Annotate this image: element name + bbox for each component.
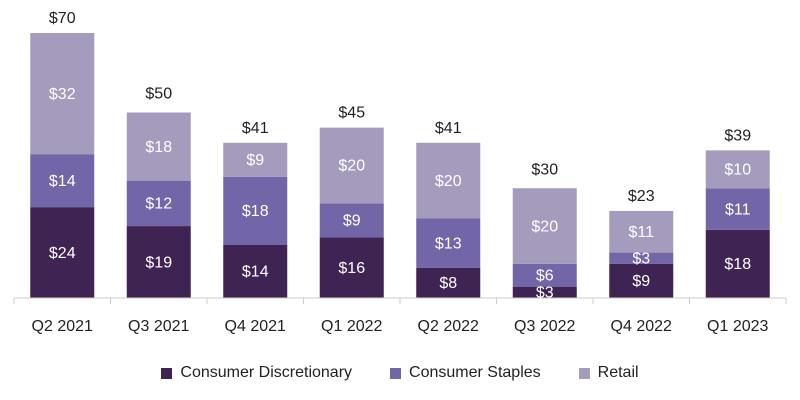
total-label-q4-2021: $41 (242, 120, 269, 137)
data-label-consumer-discretionary-q2-2022: $8 (439, 275, 457, 292)
category-label-q2-2021: Q2 2021 (32, 318, 93, 335)
bar-consumer-staples-q1-2022 (319, 203, 384, 238)
data-label-consumer-staples-q3-2022: $6 (536, 268, 554, 285)
category-label-q2-2022: Q2 2022 (418, 318, 479, 335)
category-label-q1-2023: Q1 2023 (707, 318, 768, 335)
total-label-q3-2022: $30 (531, 161, 558, 178)
bar-consumer-discretionary-q4-2021 (223, 245, 288, 298)
category-label-q1-2022: Q1 2022 (321, 318, 382, 335)
bar-consumer-staples-q4-2022 (609, 252, 674, 264)
data-label-retail-q2-2022: $20 (435, 173, 462, 190)
data-label-consumer-staples-q3-2021: $12 (145, 196, 172, 213)
total-label-q2-2021: $70 (49, 10, 76, 27)
total-label-q1-2023: $39 (724, 127, 751, 144)
data-label-consumer-discretionary-q4-2021: $14 (242, 264, 269, 281)
total-label-q4-2022: $23 (628, 188, 655, 205)
bar-consumer-staples-q1-2023 (705, 188, 770, 230)
data-label-retail-q3-2021: $18 (145, 139, 172, 156)
bar-retail-q2-2022 (416, 142, 481, 219)
bar-retail-q3-2021 (126, 112, 191, 181)
bar-consumer-staples-q4-2021 (223, 176, 288, 245)
data-label-consumer-staples-q2-2022: $13 (435, 235, 462, 252)
category-label-q4-2022: Q4 2022 (611, 318, 672, 335)
category-label-q4-2021: Q4 2021 (225, 318, 286, 335)
bar-consumer-discretionary-q2-2022 (416, 267, 481, 298)
legend-item-retail: Retail (578, 364, 639, 382)
data-label-consumer-staples-q4-2021: $18 (242, 203, 269, 220)
category-label-q3-2022: Q3 2022 (514, 318, 575, 335)
bar-consumer-discretionary-q4-2022 (609, 263, 674, 298)
bar-consumer-discretionary-q3-2022 (512, 286, 577, 298)
bars-group (30, 33, 770, 298)
bar-consumer-discretionary-q1-2022 (319, 237, 384, 298)
legend-label: Consumer Discretionary (180, 364, 353, 381)
legend-swatch (390, 367, 402, 379)
data-label-retail-q1-2023: $10 (724, 162, 751, 179)
bar-consumer-staples-q3-2022 (512, 263, 577, 287)
data-label-retail-q3-2022: $20 (531, 218, 558, 235)
data-label-consumer-discretionary-q2-2021: $24 (49, 245, 76, 262)
bar-consumer-staples-q3-2021 (126, 180, 191, 227)
category-labels-group: Q2 2021 Q3 2021 Q4 2021 Q1 2022 Q2 2022 Q3 20… (32, 318, 769, 335)
total-label-q1-2022: $45 (338, 105, 365, 122)
bar-consumer-staples-q2-2021 (30, 154, 95, 208)
bar-retail-q1-2023 (705, 150, 770, 189)
data-label-consumer-discretionary-q1-2023: $18 (724, 256, 751, 273)
data-label-consumer-discretionary-q4-2022: $9 (632, 273, 650, 290)
data-label-consumer-staples-q2-2021: $14 (49, 173, 76, 190)
bar-retail-q4-2022 (609, 210, 674, 253)
category-label-q3-2021: Q3 2021 (128, 318, 189, 335)
bar-consumer-discretionary-q3-2021 (126, 226, 191, 298)
data-labels-group: $24 $14 $32 $70 $19 $12 $18 $50 $14 $18 $9 $41 $16 $9… (49, 10, 751, 302)
legend-item-consumer-staples: Consumer Staples (390, 364, 541, 382)
data-label-consumer-staples-q1-2022: $9 (343, 213, 361, 230)
total-label-q2-2022: $41 (435, 120, 462, 137)
legend: Consumer Discretionary Consumer Staples … (0, 364, 800, 382)
data-label-retail-q4-2021: $9 (246, 152, 264, 169)
data-label-consumer-staples-q1-2023: $11 (725, 201, 751, 218)
legend-item-consumer-discretionary: Consumer Discretionary (161, 364, 352, 382)
data-label-consumer-staples-q4-2022: $3 (632, 250, 650, 267)
bar-retail-q2-2021 (30, 33, 95, 155)
x-axis-ticks (13, 298, 787, 304)
bar-retail-q4-2021 (223, 142, 288, 177)
bar-retail-q1-2022 (319, 127, 384, 204)
data-label-retail-q4-2022: $11 (628, 224, 654, 241)
data-label-retail-q2-2021: $32 (49, 86, 76, 103)
legend-label: Consumer Staples (409, 364, 541, 381)
data-label-retail-q1-2022: $20 (338, 158, 365, 175)
legend-swatch (578, 367, 590, 379)
data-label-consumer-discretionary-q3-2022: $3 (536, 285, 554, 302)
legend-swatch (161, 367, 173, 379)
bar-consumer-staples-q2-2022 (416, 218, 481, 268)
bar-retail-q3-2022 (512, 188, 577, 264)
data-label-consumer-discretionary-q1-2022: $16 (338, 260, 365, 277)
legend-label: Retail (597, 364, 639, 381)
total-label-q3-2021: $50 (145, 86, 172, 103)
bar-consumer-discretionary-q1-2023 (705, 229, 770, 298)
bar-consumer-discretionary-q2-2021 (30, 207, 95, 298)
data-label-consumer-discretionary-q3-2021: $19 (145, 254, 172, 271)
